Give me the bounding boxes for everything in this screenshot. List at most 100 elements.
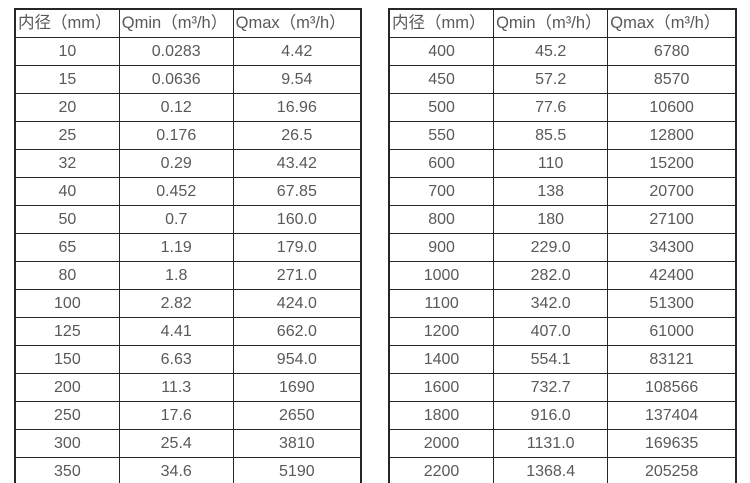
table-row: 500 77.6 10600 — [388, 93, 737, 122]
cell: 10600 — [607, 93, 737, 122]
cell: 42400 — [607, 261, 737, 290]
table-row: 550 85.5 12800 — [388, 121, 737, 150]
cell: 3810 — [232, 429, 362, 458]
cell: 662.0 — [232, 317, 362, 346]
cell: 83121 — [607, 345, 737, 374]
cell: 179.0 — [232, 233, 362, 262]
cell: 0.452 — [118, 177, 234, 206]
cell: 0.0636 — [118, 65, 234, 94]
table-row: 1800 916.0 137404 — [388, 401, 737, 430]
column-header: Qmax（m³/h） — [607, 8, 737, 38]
cell: 67.85 — [232, 177, 362, 206]
cell: 1000 — [388, 261, 495, 290]
cell: 160.0 — [232, 205, 362, 234]
cell: 25.4 — [118, 429, 234, 458]
table-row: 1200 407.0 61000 — [388, 317, 737, 346]
column-header: Qmin（m³/h） — [118, 8, 234, 38]
column-header: Qmax（m³/h） — [232, 8, 362, 38]
cell: 554.1 — [493, 345, 609, 374]
column-header: 内径（mm） — [388, 8, 495, 38]
cell: 0.0283 — [118, 37, 234, 66]
cell: 138 — [493, 177, 609, 206]
cell: 9.54 — [232, 65, 362, 94]
cell: 954.0 — [232, 345, 362, 374]
table-row: 700 138 20700 — [388, 177, 737, 206]
cell: 732.7 — [493, 373, 609, 402]
cell: 85.5 — [493, 121, 609, 150]
cell: 1690 — [232, 373, 362, 402]
cell: 12800 — [607, 121, 737, 150]
cell: 108566 — [607, 373, 737, 402]
table-row: 350 34.6 5190 — [14, 457, 362, 483]
cell: 350 — [14, 457, 120, 483]
cell: 2200 — [388, 457, 495, 483]
cell: 2.82 — [118, 289, 234, 318]
cell: 205258 — [607, 457, 737, 483]
table-row: 10 0.0283 4.42 — [14, 37, 362, 66]
cell: 51300 — [607, 289, 737, 318]
cell: 20 — [14, 93, 120, 122]
cell: 0.12 — [118, 93, 234, 122]
cell: 16.96 — [232, 93, 362, 122]
cell: 25 — [14, 121, 120, 150]
cell: 1131.0 — [493, 429, 609, 458]
cell: 11.3 — [118, 373, 234, 402]
cell: 250 — [14, 401, 120, 430]
cell: 271.0 — [232, 261, 362, 290]
cell: 1200 — [388, 317, 495, 346]
cell: 600 — [388, 149, 495, 178]
cell: 800 — [388, 205, 495, 234]
cell: 900 — [388, 233, 495, 262]
cell: 8570 — [607, 65, 737, 94]
cell: 342.0 — [493, 289, 609, 318]
cell: 45.2 — [493, 37, 609, 66]
table-row: 80 1.8 271.0 — [14, 261, 362, 290]
cell: 0.176 — [118, 121, 234, 150]
cell: 100 — [14, 289, 120, 318]
table-row: 100 2.82 424.0 — [14, 289, 362, 318]
table-row: 450 57.2 8570 — [388, 65, 737, 94]
cell: 407.0 — [493, 317, 609, 346]
cell: 1368.4 — [493, 457, 609, 483]
table-row: 150 6.63 954.0 — [14, 345, 362, 374]
cell: 1800 — [388, 401, 495, 430]
cell: 1.8 — [118, 261, 234, 290]
table-row: 32 0.29 43.42 — [14, 149, 362, 178]
cell: 27100 — [607, 205, 737, 234]
cell: 0.29 — [118, 149, 234, 178]
table-row: 15 0.0636 9.54 — [14, 65, 362, 94]
table-row: 2000 1131.0 169635 — [388, 429, 737, 458]
flow-table-large-diameters: 内径（mm） Qmin（m³/h） Qmax（m³/h） 400 45.2 6780 450… — [388, 8, 737, 483]
cell: 26.5 — [232, 121, 362, 150]
table-row: 800 180 27100 — [388, 205, 737, 234]
cell: 20700 — [607, 177, 737, 206]
table-row: 25 0.176 26.5 — [14, 121, 362, 150]
cell: 2000 — [388, 429, 495, 458]
table-row: 900 229.0 34300 — [388, 233, 737, 262]
cell: 4.41 — [118, 317, 234, 346]
cell: 61000 — [607, 317, 737, 346]
table-row: 300 25.4 3810 — [14, 429, 362, 458]
cell: 15200 — [607, 149, 737, 178]
cell: 125 — [14, 317, 120, 346]
cell: 169635 — [607, 429, 737, 458]
cell: 150 — [14, 345, 120, 374]
cell: 43.42 — [232, 149, 362, 178]
table-row: 65 1.19 179.0 — [14, 233, 362, 262]
cell: 4.42 — [232, 37, 362, 66]
cell: 15 — [14, 65, 120, 94]
cell: 400 — [388, 37, 495, 66]
table-row: 20 0.12 16.96 — [14, 93, 362, 122]
cell: 424.0 — [232, 289, 362, 318]
header-row: 内径（mm） Qmin（m³/h） Qmax（m³/h） — [14, 8, 362, 38]
cell: 500 — [388, 93, 495, 122]
table-row: 1000 282.0 42400 — [388, 261, 737, 290]
cell: 34300 — [607, 233, 737, 262]
cell: 110 — [493, 149, 609, 178]
table-row: 250 17.6 2650 — [14, 401, 362, 430]
cell: 1400 — [388, 345, 495, 374]
cell: 17.6 — [118, 401, 234, 430]
cell: 10 — [14, 37, 120, 66]
column-header: Qmin（m³/h） — [493, 8, 609, 38]
